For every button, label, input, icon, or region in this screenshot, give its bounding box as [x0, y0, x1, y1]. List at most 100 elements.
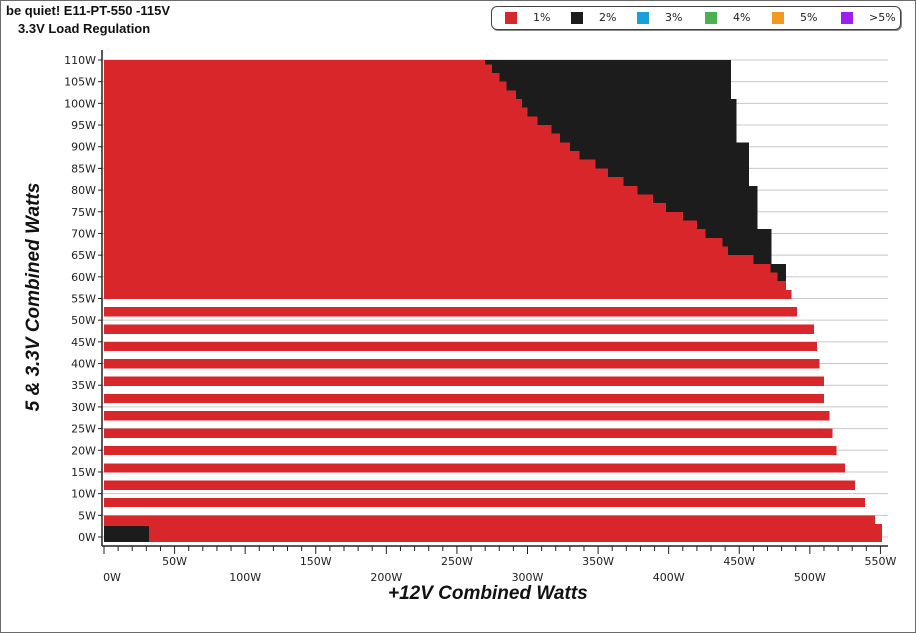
y-tick-label: 80W [71, 184, 96, 197]
region-cell-2pct [104, 526, 150, 543]
y-tick-label: 85W [71, 162, 96, 175]
legend-label: 2% [599, 11, 617, 24]
y-tick-label: 0W [78, 531, 96, 544]
region-cell-1pct [104, 428, 833, 438]
region-cell-1pct [104, 255, 754, 265]
y-tick-label: 105W [64, 76, 96, 89]
region-cell-1pct [104, 133, 560, 143]
region-cell-1pct [104, 246, 728, 256]
x-tick-label: 450W [723, 555, 755, 568]
region-cell-1pct [104, 281, 786, 291]
region-cell-1pct [104, 237, 723, 248]
x-tick-label: 200W [370, 571, 402, 584]
legend-swatch [705, 12, 717, 24]
x-tick-label: 400W [653, 571, 685, 584]
legend-label: 3% [665, 11, 683, 24]
region-cell-1pct [104, 515, 875, 525]
region-cell-1pct [104, 393, 824, 404]
region-cell-1pct [104, 341, 817, 352]
regulation-regions [104, 59, 882, 543]
region-cell-1pct [104, 125, 552, 135]
x-tick-label: 300W [512, 571, 544, 584]
region-cell-1pct [104, 411, 830, 421]
region-cell-1pct [104, 64, 493, 74]
region-cell-1pct [104, 116, 538, 126]
legend-swatch [772, 12, 784, 24]
region-cell-1pct [104, 220, 697, 230]
y-tick-label: 70W [71, 227, 96, 240]
y-tick-label: 45W [71, 336, 96, 349]
y-tick-label: 95W [71, 119, 96, 132]
y-tick-label: 60W [71, 271, 96, 284]
region-cell-1pct [104, 142, 570, 152]
region-cell-1pct [104, 59, 486, 65]
y-tick-label: 50W [71, 314, 96, 327]
region-cell-1pct [104, 81, 507, 91]
region-cell-1pct [104, 307, 798, 317]
region-cell-1pct [104, 203, 666, 213]
region-cell-1pct [104, 445, 837, 456]
x-tick-labels: 0W 50W 100W 150W 200W 250W 300W 350W 400W 450W 500… [103, 555, 896, 584]
legend-label: 1% [533, 11, 551, 24]
legend-label: >5% [869, 11, 896, 24]
region-cell-1pct [104, 107, 528, 117]
region-cell-1pct [104, 480, 856, 490]
region-cell-1pct [104, 229, 706, 239]
x-axis-label: +12V Combined Watts [388, 583, 588, 604]
legend-swatch [637, 12, 649, 24]
region-cell-1pct [104, 324, 815, 334]
region-cell-1pct [104, 532, 882, 543]
region-cell-1pct [104, 359, 820, 369]
chart-title: be quiet! E11-PT-550 -115V [6, 3, 171, 18]
region-cell-1pct [104, 523, 882, 534]
y-axis-label: 5 & 3.3V Combined Watts [23, 182, 44, 412]
region-cell-1pct [104, 463, 846, 473]
y-tick-label: 40W [71, 358, 96, 371]
y-tick-label: 65W [71, 249, 96, 262]
region-cell-1pct [104, 263, 771, 274]
y-tick-label: 90W [71, 141, 96, 154]
region-cell-1pct [104, 159, 596, 170]
x-tick-label: 350W [582, 555, 614, 568]
region-cell-1pct [104, 185, 638, 196]
x-tick-label: 550W [864, 555, 896, 568]
legend: 1% 2% 3% 4% 5% >5% [491, 6, 901, 30]
region-cell-1pct [104, 99, 522, 109]
region-cell-1pct [104, 151, 580, 161]
legend-swatch [571, 12, 583, 24]
y-tick-label: 10W [71, 488, 96, 501]
y-tick-labels: 0W 5W 10W 15W 20W 25W 30W 35W 40W 45W 50W 55W 60W 65W… [64, 54, 96, 544]
y-tick-label: 110W [64, 54, 96, 67]
axes [98, 50, 888, 554]
region-cell-1pct [104, 211, 683, 222]
y-tick-label: 20W [71, 444, 96, 457]
y-tick-label: 30W [71, 401, 96, 414]
region-cell-1pct [104, 194, 654, 204]
region-cell-1pct [104, 73, 500, 83]
region-cell-1pct [104, 497, 865, 508]
x-tick-label: 0W [103, 571, 121, 584]
legend-label: 5% [800, 11, 818, 24]
region-cell-1pct [104, 168, 608, 178]
y-tick-label: 55W [71, 292, 96, 305]
region-cell-1pct [104, 376, 824, 386]
x-tick-label: 100W [229, 571, 261, 584]
y-tick-label: 100W [64, 97, 96, 110]
y-tick-label: 35W [71, 379, 96, 392]
legend-swatch [841, 12, 853, 24]
region-cell-1pct [142, 524, 150, 527]
y-tick-label: 25W [71, 423, 96, 436]
y-tick-label: 5W [78, 509, 96, 522]
chart-subtitle: 3.3V Load Regulation [18, 21, 151, 36]
y-tick-label: 75W [71, 206, 96, 219]
region-cell-1pct [104, 177, 624, 187]
region-cell-1pct [104, 289, 792, 300]
x-tick-label: 500W [794, 571, 826, 584]
legend-swatch [505, 12, 517, 24]
x-tick-label: 250W [441, 555, 473, 568]
region-cell-1pct [104, 272, 778, 282]
x-tick-label: 150W [300, 555, 332, 568]
region-cell-1pct [104, 90, 517, 100]
x-tick-label: 50W [162, 555, 187, 568]
